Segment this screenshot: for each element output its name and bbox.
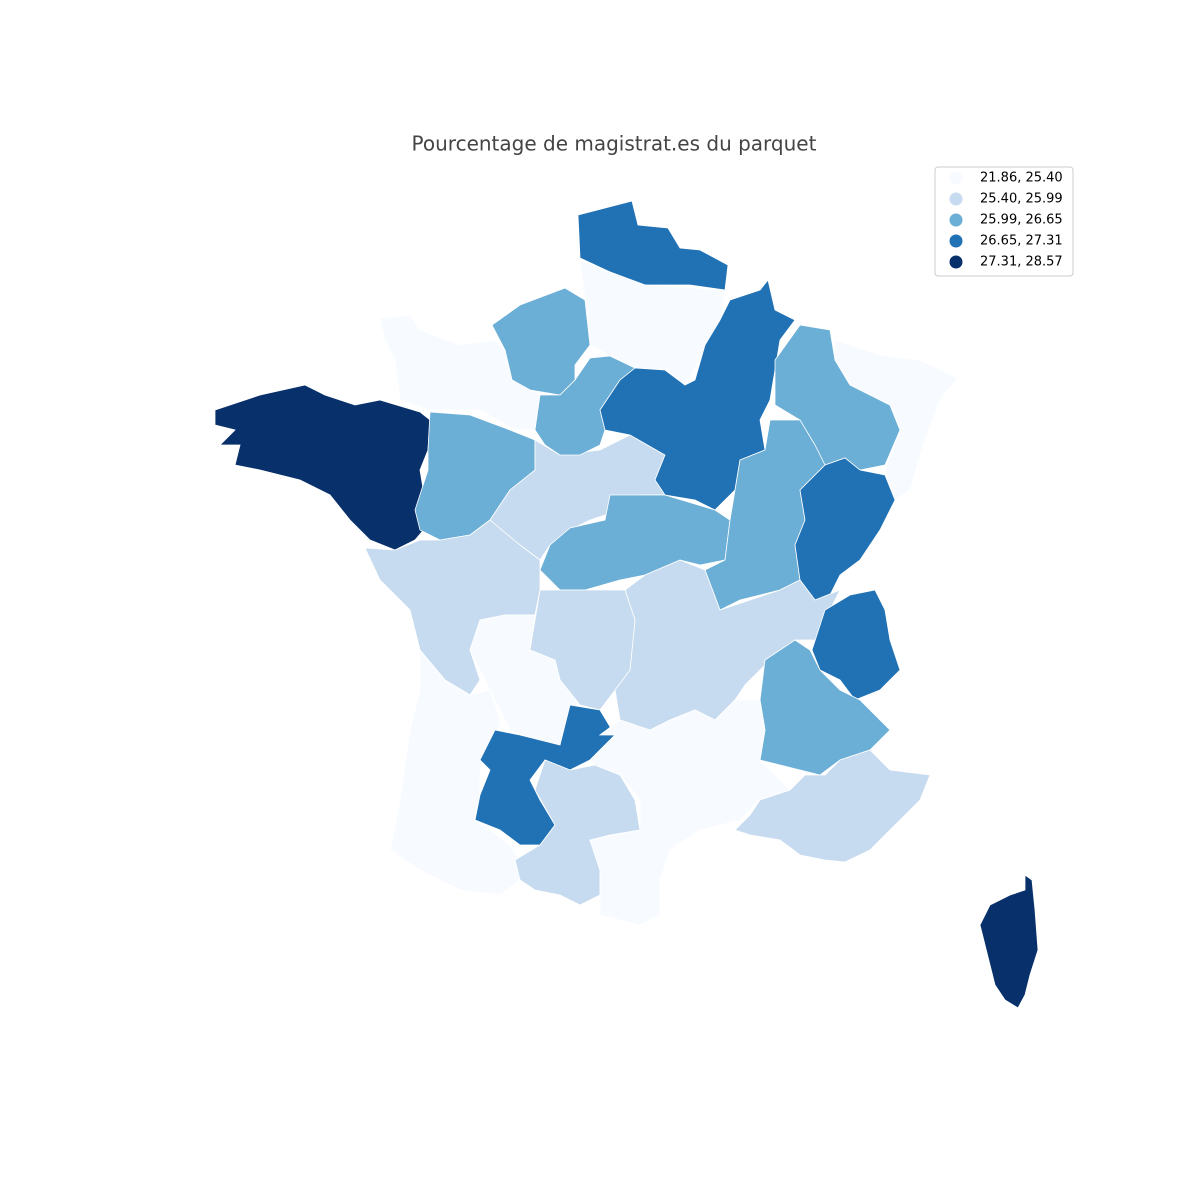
- legend-swatch: [949, 234, 963, 248]
- regions: [214, 200, 1039, 1009]
- legend-swatch: [949, 255, 963, 269]
- legend: 21.86, 25.40 25.40, 25.99 25.99, 26.65 26.6…: [949, 171, 1063, 270]
- region: [794, 457, 896, 601]
- legend-swatch: [949, 213, 963, 227]
- region: [834, 339, 959, 501]
- legend-label: 26.65, 27.31: [980, 234, 1063, 249]
- region: [734, 749, 931, 863]
- region: [214, 384, 433, 551]
- legend-label: 25.40, 25.99: [980, 192, 1063, 207]
- region: [469, 614, 581, 746]
- region: [979, 874, 1039, 1009]
- region: [589, 699, 791, 926]
- legend-label: 25.99, 26.65: [980, 213, 1063, 228]
- legend-label: 21.86, 25.40: [980, 171, 1063, 186]
- map-title: Pourcentage de magistrat.es du parquet: [412, 132, 817, 156]
- region: [389, 648, 521, 896]
- legend-box: [934, 166, 1074, 277]
- legend-swatch: [949, 171, 963, 185]
- region: [474, 704, 616, 846]
- legend-swatch: [949, 192, 963, 206]
- legend-label: 27.31, 28.57: [980, 255, 1063, 270]
